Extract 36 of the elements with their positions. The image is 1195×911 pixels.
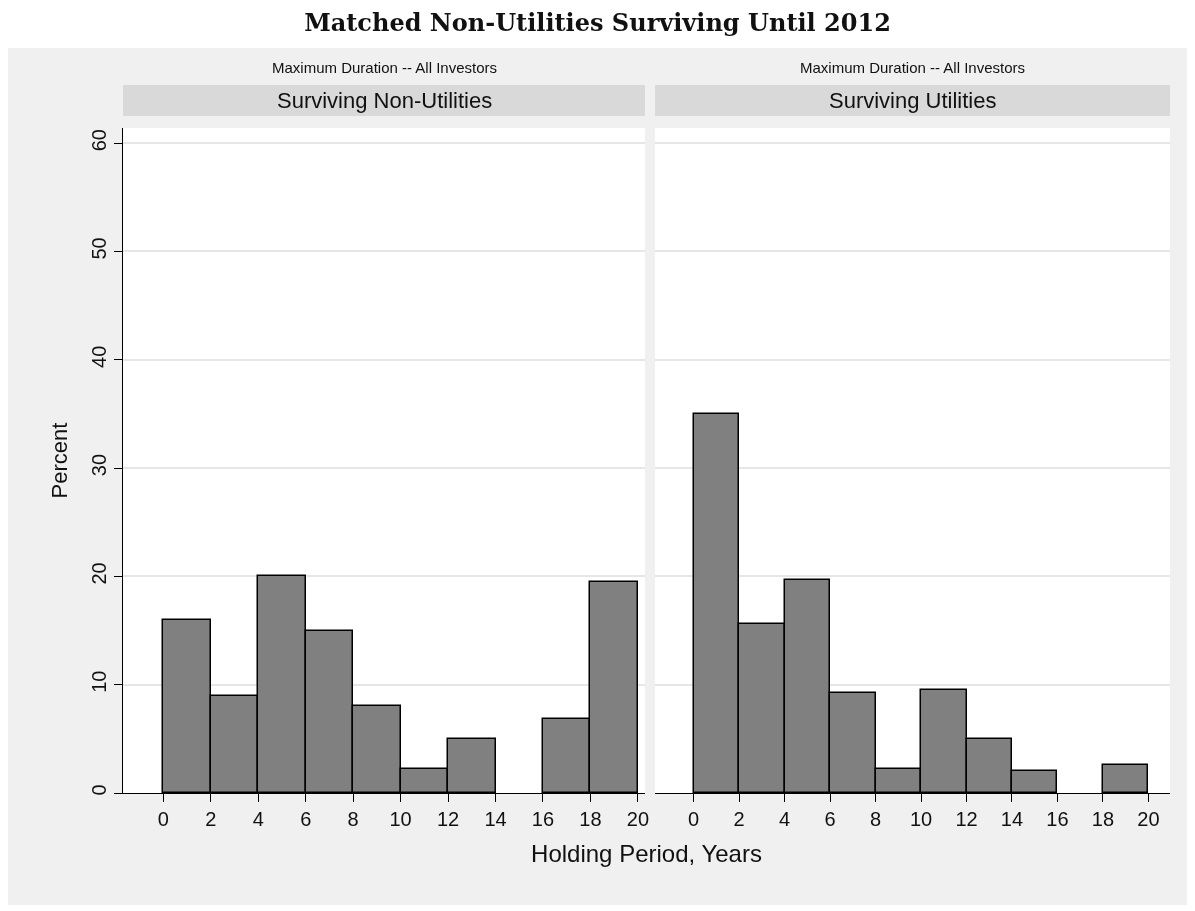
chart-title: Maximum Duration -- All Investors [800,59,1026,76]
x-tick-label: 10 [909,808,933,830]
x-tick-label: 8 [347,808,359,830]
y-tick-label: 40 [88,345,110,368]
x-tick-label: 12 [436,808,460,830]
text: Matched Non-Utilities Surviving Until 2012 [303,8,892,37]
x-tick-label: 10 [389,808,412,830]
y-tick-label: 20 [88,562,110,585]
y-tick-label: 0 [88,784,110,796]
x-tick-label: 14 [1000,808,1024,830]
x-tick-label: 16 [531,808,555,830]
x-tick-label: 0 [157,808,169,830]
x-tick-label: 4 [779,808,791,830]
x-tick-label: 20 [626,808,650,830]
x-tick-label: 6 [300,808,312,830]
x-tick-label: 0 [688,808,700,830]
y-tick-label: 30 [88,453,110,477]
x-tick-label: 6 [824,808,836,830]
x-axis-title: Holding Period, Years [530,840,763,868]
y-tick-label: 60 [88,129,110,152]
y-tick-label: 50 [88,237,110,260]
x-tick-label: 12 [955,808,978,830]
x-tick-label: 8 [869,808,882,830]
y-tick-label: 10 [88,670,110,693]
x-tick-label: 20 [1137,808,1160,830]
x-tick-label: 2 [205,808,217,830]
x-tick-label: 18 [579,808,602,830]
y-axis-title: Percent [46,422,72,499]
chart-title: Maximum Duration -- All Investors [272,59,498,76]
x-tick-label: 16 [1046,808,1069,830]
x-tick-label: 18 [1091,808,1115,830]
x-tick-label: 4 [252,808,264,830]
x-tick-label: 14 [484,808,507,830]
chart-subtitle: Surviving Utilities [829,88,997,113]
x-tick-label: 2 [733,808,745,830]
chart-subtitle: Surviving Non-Utilities [277,88,493,113]
